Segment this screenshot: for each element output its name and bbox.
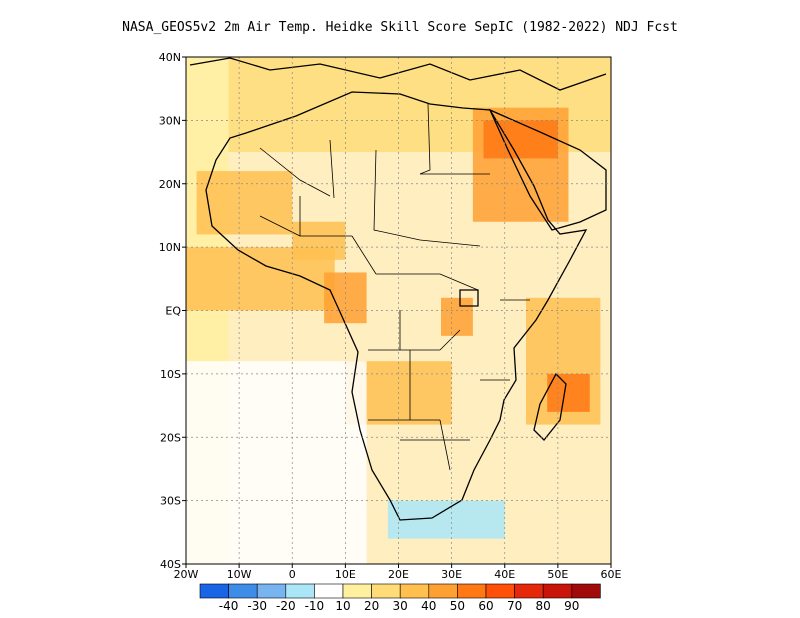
- colorbar: -40 -30 -20 -10 10 20 30 40 50 60 70 80 90: [199, 583, 601, 613]
- lat-tick-label: 20N: [159, 178, 181, 191]
- lon-tick-label: 50E: [547, 568, 568, 581]
- colorbar-label: -20: [276, 599, 296, 613]
- lon-tick-label: 20W: [174, 568, 199, 581]
- lon-tick-label: 40E: [494, 568, 515, 581]
- colorbar-label: 40: [421, 599, 436, 613]
- colorbar-swatch: [514, 583, 544, 599]
- colorbar-label: 60: [478, 599, 493, 613]
- shading-band: [292, 221, 346, 260]
- shading-layer: [186, 57, 611, 564]
- colorbar-swatch: [399, 583, 430, 599]
- lon-tick-label: 60E: [601, 568, 622, 581]
- colorbar-swatch: [542, 583, 573, 599]
- lon-tick-label: 20E: [388, 568, 409, 581]
- colorbar-swatch: [485, 583, 515, 599]
- colorbar-label: -10: [305, 599, 325, 613]
- colorbar-swatch: [371, 583, 401, 599]
- arabia-coastline: [488, 108, 607, 231]
- shading-band: [441, 297, 473, 336]
- country-borders: [259, 103, 530, 471]
- lat-tick-label: 40S: [160, 558, 181, 571]
- colorbar-swatch: [256, 583, 287, 599]
- colorbar-label: -40: [219, 599, 239, 613]
- africa-coastline: [205, 91, 588, 521]
- lon-tick-label: 10W: [227, 568, 252, 581]
- lat-tick-label: 20S: [160, 431, 181, 444]
- lon-tick-label: 30E: [441, 568, 462, 581]
- madagascar-coastline: [533, 372, 567, 441]
- lat-tick-label: 40N: [159, 51, 181, 64]
- colorbar-label: 30: [393, 599, 408, 613]
- shading-band: [547, 373, 590, 412]
- colorbar-swatch: [342, 583, 372, 599]
- colorbar-swatch: [571, 583, 601, 599]
- lon-tick-label: 10E: [335, 568, 356, 581]
- colorbar-swatch: [457, 583, 487, 599]
- colorbar-label: 90: [564, 599, 579, 613]
- colorbar-label: 50: [450, 599, 465, 613]
- colorbar-label: 10: [335, 599, 350, 613]
- lon-tick-label: 0: [289, 568, 296, 581]
- map-title: NASA_GEOS5v2 2m Air Temp. Heidke Skill S…: [122, 20, 678, 35]
- shading-band: [186, 361, 367, 564]
- shading-band: [483, 120, 558, 159]
- lat-tick-label: 30S: [160, 495, 181, 508]
- lake-victoria-outline: [459, 289, 479, 307]
- colorbar-label: -30: [247, 599, 267, 613]
- colorbar-label: 70: [507, 599, 522, 613]
- coastline-layer: [189, 57, 607, 521]
- colorbar-swatch: [285, 583, 315, 599]
- lat-tick-label: EQ: [165, 305, 181, 318]
- lat-tick-label: 10N: [159, 241, 181, 254]
- colorbar-swatch: [314, 583, 344, 599]
- grid-layer: [186, 57, 611, 564]
- lat-tick-label: 30N: [159, 114, 181, 127]
- colorbar-swatch: [228, 583, 258, 599]
- country-borders-layer: [259, 103, 530, 471]
- colorbar-label: 20: [364, 599, 379, 613]
- europe-coastline: [189, 57, 607, 91]
- colorbar-swatch: [428, 583, 458, 599]
- colorbar-swatch: [199, 583, 229, 599]
- colorbar-label: 80: [536, 599, 551, 613]
- lat-tick-label: 10S: [160, 368, 181, 381]
